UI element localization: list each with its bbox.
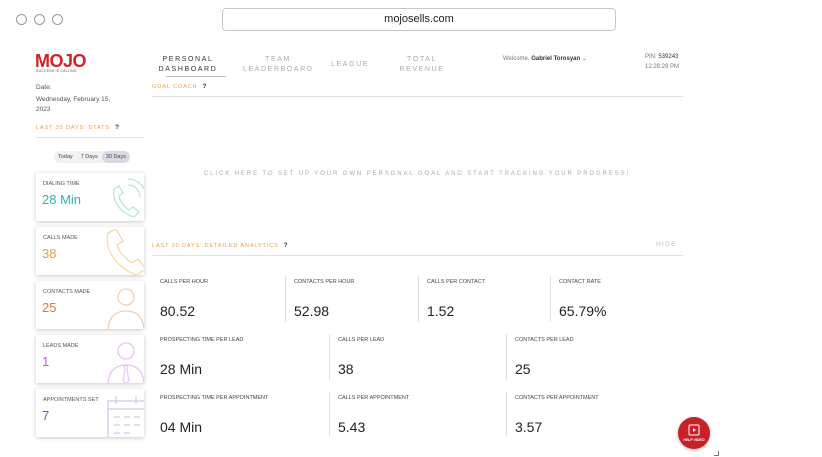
metric-label: PROSPECTING TIME PER LEAD — [160, 337, 244, 343]
nav-league[interactable]: LEAGUE — [331, 61, 369, 68]
help-video-label: HELP VIDEO — [683, 438, 705, 442]
window-close-button[interactable] — [16, 14, 27, 25]
metric-calls-per-contact: CALLS PER CONTACT 1.52 — [418, 276, 550, 322]
stats-title-label: LAST 30 DAYS' STATS — [36, 125, 110, 131]
nav-total-revenue[interactable]: TOTAL REVENUE — [399, 56, 445, 73]
metric-label: CALLS PER LEAD — [338, 337, 385, 343]
stat-card-dialing-time: DIALING TIME 28 Min — [36, 173, 144, 221]
metric-value: 38 — [338, 361, 354, 377]
metric-prospecting-time-per-appointment: PROSPECTING TIME PER APPOINTMENT 04 Min — [152, 392, 329, 436]
metric-value: 28 Min — [160, 361, 203, 377]
resize-handle[interactable] — [714, 451, 719, 456]
metric-value: 52.98 — [294, 303, 330, 319]
metric-label: PROSPECTING TIME PER APPOINTMENT — [160, 395, 269, 401]
window-maximize-button[interactable] — [52, 14, 63, 25]
logo-wordmark: MOJO — [35, 51, 87, 71]
goal-coach-divider — [152, 96, 683, 97]
stat-card-label: LEADS MADE — [43, 343, 79, 349]
metric-label: CONTACTS PER LEAD — [515, 337, 574, 343]
stat-card-label: CONTACTS MADE — [43, 289, 91, 295]
metric-label: CALLS PER HOUR — [160, 279, 208, 285]
mojo-logo[interactable]: MOJO SUCCESS IS CALLING — [35, 52, 89, 76]
metric-value: 5.43 — [338, 419, 366, 435]
metric-value: 3.57 — [515, 419, 543, 435]
metric-value: 65.79% — [559, 303, 607, 319]
set-goal-link[interactable]: CLICK HERE TO SET UP YOUR OWN PERSONAL G… — [203, 171, 631, 177]
metric-calls-per-lead: CALLS PER LEAD 38 — [329, 334, 506, 380]
metric-label: CONTACTS PER APPOINTMENT — [515, 395, 599, 401]
metric-contact-rate: CONTACT RATE 65.79% — [550, 276, 683, 322]
stat-card-leads-made: LEADS MADE 1 — [36, 335, 144, 383]
metric-label: CALLS PER APPOINTMENT — [338, 395, 410, 401]
stat-card-contacts-made: CONTACTS MADE 25 — [36, 281, 144, 329]
metric-label: CONTACT RATE — [559, 279, 601, 285]
stat-card-appointments-set: APPOINTMENTS SET 7 — [36, 389, 144, 437]
calendar-icon — [107, 396, 144, 437]
user-name: Gabriel Torosyan — [531, 56, 581, 62]
stat-card-value: 28 Min — [42, 192, 82, 207]
filter-30-days[interactable]: 30 Days — [101, 151, 130, 163]
hide-analytics-button[interactable]: HIDE — [656, 241, 677, 248]
date-label: Date: — [36, 84, 52, 91]
metric-calls-per-appointment: CALLS PER APPOINTMENT 5.43 — [329, 392, 506, 436]
metric-contacts-per-appointment: CONTACTS PER APPOINTMENT 3.57 — [506, 392, 683, 436]
nav-team-leaderboard[interactable]: TEAM LEADERBOARD — [243, 56, 314, 73]
logo-tagline: SUCCESS IS CALLING — [36, 69, 77, 73]
nav-personal-dashboard[interactable]: PERSONAL DASHBOARD — [158, 56, 218, 73]
chevron-down-icon: ⌄ — [581, 56, 587, 62]
analytics-help-icon[interactable]: ? — [283, 242, 288, 249]
help-video-button[interactable]: HELP VIDEO — [678, 417, 710, 449]
stat-card-label: DIALING TIME — [43, 181, 80, 187]
pin-block: PIN: 539243 12:28:29 PM — [645, 52, 679, 72]
filter-7-days[interactable]: 7 Days — [80, 154, 98, 160]
stats-divider — [36, 137, 144, 138]
metric-contacts-per-lead: CONTACTS PER LEAD 25 — [506, 334, 683, 380]
analytics-title: LAST 30 DAYS' DETAILED ANALYTICS? — [152, 242, 288, 249]
person-icon — [107, 288, 144, 329]
stats-help-icon[interactable]: ? — [115, 124, 119, 131]
metric-value: 25 — [515, 361, 531, 377]
stat-card-value: 38 — [42, 246, 57, 261]
stat-card-value: 25 — [42, 300, 57, 315]
browser-chrome: mojosells.com — [0, 0, 822, 40]
period-filter: Today 7 Days 30 Days — [54, 151, 130, 163]
metric-contacts-per-hour: CONTACTS PER HOUR 52.98 — [285, 276, 418, 322]
clock-time: 12:28:29 PM — [645, 64, 680, 70]
goal-coach-title: GOAL COACH? — [152, 83, 206, 90]
metric-label: CALLS PER CONTACT — [427, 279, 485, 285]
analytics-title-label: LAST 30 DAYS' DETAILED ANALYTICS — [152, 243, 279, 249]
goal-coach-label: GOAL COACH — [152, 84, 198, 90]
date-value: Wednesday, February 15, 2023 — [36, 96, 111, 113]
goal-coach-help-icon[interactable]: ? — [202, 83, 207, 90]
metric-prospecting-time-per-lead: PROSPECTING TIME PER LEAD 28 Min — [152, 334, 329, 380]
window-minimize-button[interactable] — [34, 14, 45, 25]
stat-card-value: 1 — [42, 354, 50, 369]
user-menu[interactable]: Welcome, Gabriel Torosyan ⌄ — [503, 55, 587, 62]
metric-calls-per-hour: CALLS PER HOUR 80.52 — [152, 276, 285, 322]
stat-card-label: APPOINTMENTS SET — [43, 397, 99, 403]
stat-card-value: 7 — [42, 408, 50, 423]
address-bar[interactable]: mojosells.com — [222, 8, 616, 31]
analytics-divider — [152, 255, 683, 256]
welcome-prefix: Welcome, — [503, 56, 530, 62]
phone-icon — [106, 229, 144, 275]
metric-value: 04 Min — [160, 419, 203, 435]
stat-card-label: CALLS MADE — [43, 235, 78, 241]
video-icon — [688, 424, 700, 436]
stats-title: LAST 30 DAYS' STATS? — [36, 124, 119, 131]
person-tie-icon — [107, 342, 144, 383]
metric-value: 80.52 — [160, 303, 196, 319]
pin-label: PIN: — [645, 54, 657, 60]
metric-value: 1.52 — [427, 303, 455, 319]
pin-value: 539243 — [658, 54, 679, 60]
nav-active-underline — [166, 76, 226, 77]
metric-label: CONTACTS PER HOUR — [294, 279, 355, 285]
stat-card-calls-made: CALLS MADE 38 — [36, 227, 144, 275]
phone-ringing-icon — [113, 178, 144, 218]
filter-today[interactable]: Today — [58, 154, 73, 160]
